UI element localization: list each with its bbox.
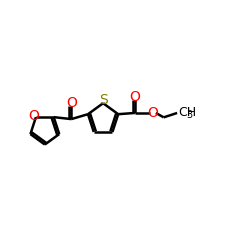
- Text: O: O: [130, 90, 140, 104]
- Text: CH: CH: [178, 106, 196, 119]
- Text: O: O: [66, 96, 77, 110]
- Text: O: O: [28, 109, 40, 123]
- Text: S: S: [99, 93, 108, 107]
- Text: O: O: [148, 106, 158, 120]
- Text: 3: 3: [186, 110, 192, 120]
